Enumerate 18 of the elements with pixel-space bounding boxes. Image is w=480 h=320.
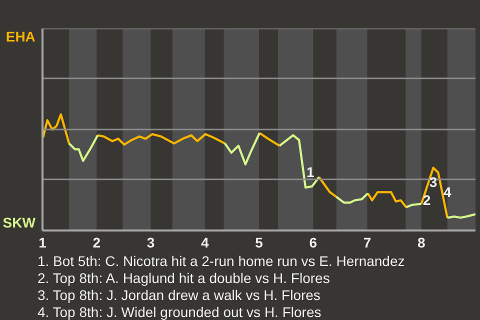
text: SKW: [2, 214, 36, 230]
annotation: 4: [443, 184, 452, 200]
text: EHA: [6, 28, 36, 44]
x-tick-label: 3: [146, 234, 155, 250]
x-tick-label: 5: [255, 234, 264, 250]
text: 2. Top 8th: A. Haglund hit a double vs H. Flores: [37, 270, 330, 286]
x-tick-label: 8: [417, 234, 426, 250]
text: 1. Bot 5th: C. Nicotra hit a 2-run home run vs E. Hernandez: [37, 253, 405, 269]
annotation: 2: [422, 192, 431, 208]
text: 3. Top 8th: J. Jordan drew a walk vs H. Flores: [37, 287, 320, 303]
x-tick-label: 6: [309, 234, 318, 250]
x-tick-label: 4: [200, 234, 209, 250]
annotation: 3: [429, 174, 438, 190]
text: 4. Top 8th: J. Widel grounded out vs H. Flores: [37, 304, 322, 320]
x-tick-label: 7: [363, 234, 372, 250]
x-tick-label: 1: [38, 234, 47, 250]
x-tick-label: 2: [92, 234, 101, 250]
annotation: 1: [306, 164, 315, 180]
